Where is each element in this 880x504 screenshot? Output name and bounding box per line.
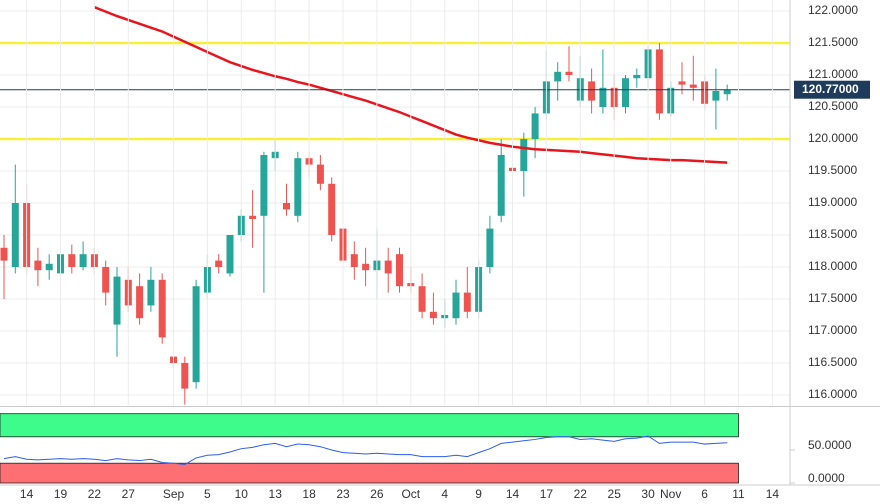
candle-body — [429, 311, 437, 319]
candle-body — [68, 254, 76, 267]
candle-body — [249, 215, 257, 219]
x-tick-label: 30 — [641, 487, 655, 501]
candle-body — [712, 91, 720, 101]
candle-body — [362, 263, 370, 271]
x-tick-label: 19 — [54, 487, 68, 501]
y-tick-label: 119.5000 — [808, 163, 857, 177]
y-tick-label: 121.5000 — [808, 35, 858, 49]
candle-body — [192, 286, 200, 383]
x-tick-label: 18 — [302, 487, 316, 501]
candle-body — [45, 263, 53, 271]
candle-body — [655, 49, 663, 114]
candle-body — [689, 84, 697, 88]
y-tick-label: 120.5000 — [808, 99, 858, 113]
candle-body — [350, 254, 358, 267]
candle-body — [497, 155, 505, 216]
main-panel — [0, 0, 790, 405]
x-tick-label: 23 — [336, 487, 350, 501]
last-price-label: 120.77000 — [802, 82, 859, 96]
candle-body — [463, 292, 471, 312]
candle-body — [565, 71, 573, 75]
candle-body — [633, 75, 641, 79]
x-tick-label: 11 — [732, 487, 745, 501]
candle-body — [136, 286, 144, 319]
candle-body — [396, 254, 403, 287]
y-tick-label: 117.5000 — [808, 291, 857, 305]
candle-body — [147, 279, 155, 306]
indicator-band — [0, 462, 739, 484]
candle-body — [418, 286, 426, 312]
candle-body — [226, 235, 234, 274]
y-tick-label: 0.0000 — [808, 471, 845, 485]
candle-body — [181, 363, 189, 389]
y-tick-label: 121.0000 — [808, 67, 858, 81]
x-tick-label: 22 — [88, 487, 102, 501]
candle-body — [158, 279, 166, 338]
x-tick-label: 22 — [574, 487, 588, 501]
x-tick-label: 6 — [701, 487, 708, 501]
last-price-box — [794, 80, 870, 99]
candle-body — [113, 276, 121, 325]
candle-body — [520, 139, 528, 171]
candle-body — [554, 71, 562, 82]
candle-body — [678, 81, 686, 85]
candle-body — [316, 164, 324, 184]
indicator-band — [0, 413, 739, 438]
x-tick-label: Oct — [401, 487, 420, 501]
candle-body — [260, 155, 268, 216]
candle-body — [283, 203, 290, 210]
y-tick-label: 119.0000 — [808, 195, 857, 209]
y-tick-label: 120.0000 — [808, 131, 858, 145]
x-tick-label: 26 — [370, 487, 384, 501]
x-tick-label: 5 — [204, 487, 211, 501]
x-tick-label: 14 — [766, 487, 780, 501]
x-tick-label: 4 — [441, 487, 448, 501]
candle-body — [215, 260, 223, 267]
y-tick-label: 117.0000 — [808, 323, 857, 337]
x-tick-label: 27 — [122, 487, 136, 501]
y-tick-label: 118.0000 — [808, 259, 857, 273]
x-tick-label: 10 — [235, 487, 249, 501]
x-tick-label: 9 — [475, 487, 482, 501]
y-tick-label: 116.5000 — [808, 355, 857, 369]
indicator-panel — [0, 413, 739, 484]
candle-body — [11, 203, 19, 267]
candle-body — [79, 254, 87, 267]
x-tick-label: 25 — [608, 487, 622, 501]
x-tick-label: 17 — [540, 487, 554, 501]
candle-body — [0, 247, 8, 261]
candle-body — [486, 228, 494, 267]
axes: 116.0000 116.5000 117.0000 117.5000 118.0000… — [20, 3, 870, 501]
candle-body — [599, 87, 607, 107]
candle-body — [622, 78, 629, 107]
y-tick-label: 116.0000 — [808, 387, 857, 401]
candle-body — [588, 81, 596, 101]
y-tick-label: 50.0000 — [808, 438, 852, 452]
candle-body — [723, 89, 731, 95]
candle-body — [34, 260, 42, 271]
candle-body — [384, 260, 392, 274]
x-tick-label: Nov — [660, 487, 681, 501]
candle-body — [452, 292, 460, 319]
candle-body — [531, 113, 539, 139]
x-tick-label: 13 — [269, 487, 283, 501]
candle-body — [328, 183, 336, 235]
candle-body — [102, 267, 110, 293]
y-tick-label: 122.0000 — [808, 3, 858, 17]
x-tick-label: 14 — [20, 487, 34, 501]
y-tick-label: 118.5000 — [808, 227, 857, 241]
x-tick-label: Sep — [163, 487, 185, 501]
x-tick-label: 14 — [506, 487, 520, 501]
candle-body — [294, 158, 302, 216]
indicator-line — [3, 435, 728, 466]
